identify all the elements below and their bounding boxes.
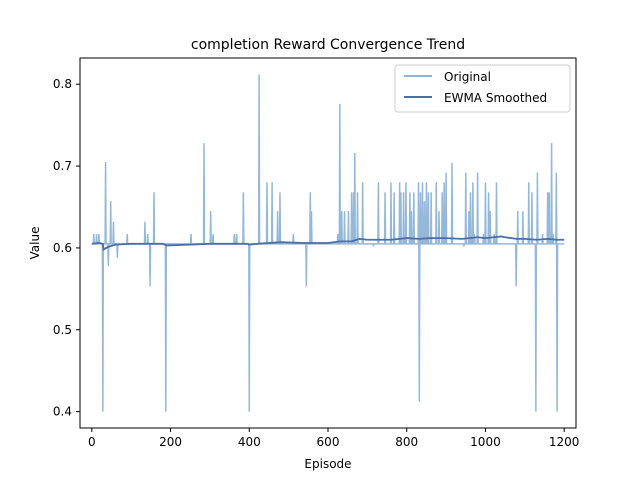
series-layer [91, 74, 565, 412]
x-tick-label: 1000 [470, 435, 501, 449]
x-tick-label: 600 [317, 435, 340, 449]
y-tick-label: 0.4 [53, 405, 72, 419]
legend-box [394, 64, 571, 113]
y-axis: 0.4 0.5 0.6 0.7 0.8 [53, 77, 80, 419]
legend-label-original: Original [444, 70, 491, 84]
x-tick-label: 200 [159, 435, 182, 449]
chart-title: completion Reward Convergence Trend [191, 37, 465, 53]
y-axis-label: Value [28, 227, 42, 260]
x-tick-label: 1200 [549, 435, 580, 449]
series-line-ewma-smoothed [91, 235, 565, 252]
x-tick-label: 400 [238, 435, 261, 449]
plot-area [91, 74, 565, 412]
x-axis-label: Episode [304, 457, 351, 471]
x-tick-label: 800 [395, 435, 418, 449]
y-tick-label: 0.7 [53, 159, 72, 173]
legend-label-ewma: EWMA Smoothed [444, 91, 547, 105]
x-axis: 0 200 400 600 800 1000 1200 [88, 428, 579, 449]
y-tick-label: 0.5 [53, 323, 72, 337]
legend: Original EWMA Smoothed [394, 64, 571, 113]
y-tick-label: 0.8 [53, 77, 72, 91]
y-tick-label: 0.6 [53, 241, 72, 255]
x-tick-label: 0 [88, 435, 96, 449]
series-line-original [91, 74, 565, 412]
